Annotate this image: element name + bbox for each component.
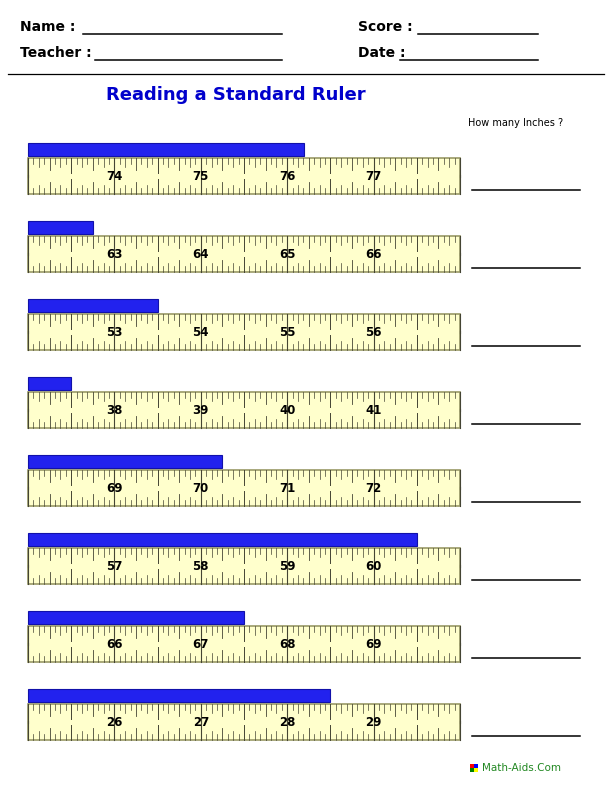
Bar — [28, 236, 460, 272]
Bar — [28, 143, 305, 156]
Text: Math-Aids.Com: Math-Aids.Com — [482, 763, 561, 773]
Text: 69: 69 — [365, 638, 382, 650]
Text: 67: 67 — [193, 638, 209, 650]
Text: 70: 70 — [193, 482, 209, 494]
Bar — [474, 764, 478, 768]
Text: 65: 65 — [279, 247, 296, 261]
Text: 40: 40 — [279, 403, 296, 417]
Text: How many Inches ?: How many Inches ? — [468, 118, 564, 128]
Text: 63: 63 — [106, 247, 122, 261]
Text: 60: 60 — [365, 559, 382, 573]
Text: 77: 77 — [365, 169, 382, 182]
Text: 56: 56 — [365, 326, 382, 338]
Bar — [28, 158, 460, 194]
Text: 29: 29 — [365, 715, 382, 729]
Bar — [28, 299, 158, 312]
Text: 59: 59 — [279, 559, 296, 573]
Text: 71: 71 — [279, 482, 296, 494]
Bar — [28, 392, 460, 428]
Bar — [28, 221, 93, 234]
Text: Teacher :: Teacher : — [20, 46, 92, 60]
Text: 64: 64 — [193, 247, 209, 261]
Bar — [470, 768, 474, 772]
Text: 66: 66 — [365, 247, 382, 261]
Text: 74: 74 — [106, 169, 122, 182]
Bar — [28, 314, 460, 350]
Text: Name :: Name : — [20, 20, 75, 34]
Bar — [28, 611, 244, 624]
Bar — [470, 764, 474, 768]
Bar — [28, 470, 460, 506]
Bar — [28, 626, 460, 662]
Bar — [28, 455, 222, 468]
Text: 72: 72 — [365, 482, 382, 494]
Text: 76: 76 — [279, 169, 296, 182]
Text: 58: 58 — [193, 559, 209, 573]
Text: 54: 54 — [193, 326, 209, 338]
Text: 66: 66 — [106, 638, 122, 650]
Text: 57: 57 — [106, 559, 122, 573]
Text: 75: 75 — [193, 169, 209, 182]
Text: Score :: Score : — [358, 20, 412, 34]
Text: 68: 68 — [279, 638, 296, 650]
Bar — [28, 533, 417, 546]
Text: Reading a Standard Ruler: Reading a Standard Ruler — [106, 86, 365, 104]
Text: 39: 39 — [193, 403, 209, 417]
Text: 28: 28 — [279, 715, 296, 729]
Text: 38: 38 — [106, 403, 122, 417]
Bar — [28, 704, 460, 740]
Text: 69: 69 — [106, 482, 122, 494]
Text: Date :: Date : — [358, 46, 406, 60]
Text: 27: 27 — [193, 715, 209, 729]
Text: 53: 53 — [106, 326, 122, 338]
Bar — [474, 768, 478, 772]
Text: 55: 55 — [279, 326, 296, 338]
Bar — [28, 689, 330, 702]
Bar — [28, 548, 460, 584]
Bar — [28, 377, 71, 390]
Text: 41: 41 — [365, 403, 382, 417]
Text: 26: 26 — [106, 715, 122, 729]
